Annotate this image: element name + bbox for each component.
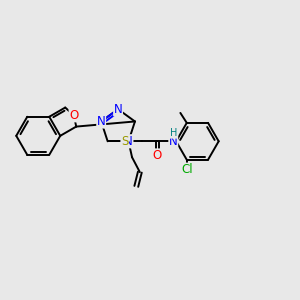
Text: N: N	[169, 135, 178, 148]
Text: Cl: Cl	[181, 163, 193, 176]
Text: N: N	[97, 115, 106, 128]
Text: N: N	[114, 103, 122, 116]
Text: N: N	[124, 135, 133, 148]
Text: H: H	[169, 128, 177, 138]
Text: S: S	[121, 135, 128, 148]
Text: O: O	[153, 149, 162, 162]
Text: O: O	[69, 109, 78, 122]
